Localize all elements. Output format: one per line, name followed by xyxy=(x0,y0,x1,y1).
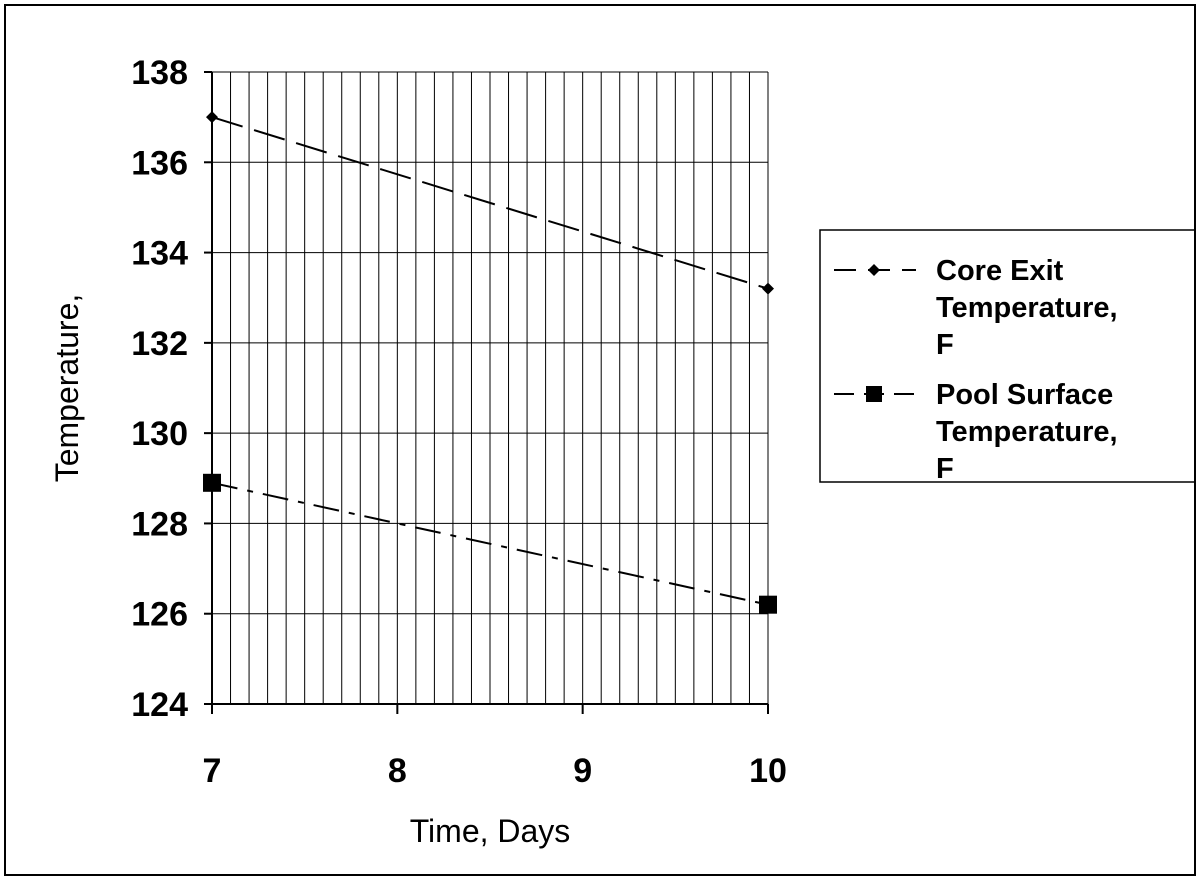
x-tick-label: 10 xyxy=(749,752,787,790)
series-line xyxy=(211,116,769,290)
legend-item-2: Pool Surface Temperature, F xyxy=(834,379,1118,485)
diamond-marker xyxy=(762,282,774,295)
square-marker xyxy=(866,386,882,402)
diamond-marker xyxy=(206,111,218,124)
diamond-marker xyxy=(868,264,880,276)
square-marker xyxy=(759,595,777,614)
y-tick-label: 134 xyxy=(131,235,188,273)
x-tick-label: 8 xyxy=(388,752,407,790)
series-1 xyxy=(206,111,774,295)
y-tick-label: 138 xyxy=(131,54,188,92)
y-axis-title: Temperature, xyxy=(49,294,85,483)
legend-box xyxy=(819,229,1194,483)
legend-label-line: Temperature, xyxy=(936,292,1118,324)
series-line xyxy=(211,481,769,606)
line-chart: 124 126 128 130 132 134 136 138 7 8 9 10 Time, Days… xyxy=(49,54,1194,849)
legend-label-line: F xyxy=(936,453,954,485)
y-tick-label: 130 xyxy=(131,415,188,453)
chart-frame: 124 126 128 130 132 134 136 138 7 8 9 10 Time, Days… xyxy=(4,4,1196,876)
legend-label-line: Temperature, xyxy=(936,416,1118,448)
series-2 xyxy=(203,473,777,614)
x-axis-title: Time, Days xyxy=(410,813,571,849)
square-marker xyxy=(203,473,221,492)
legend-label-line: F xyxy=(936,329,954,361)
y-tick-label: 126 xyxy=(131,596,188,634)
legend: Core Exit Temperature, F Pool Surface Temper… xyxy=(819,229,1194,485)
axes xyxy=(204,71,769,714)
tick-labels: 124 126 128 130 132 134 136 138 7 8 9 10 xyxy=(131,54,787,790)
legend-label-line: Core Exit xyxy=(936,255,1064,287)
x-tick-label: 7 xyxy=(203,752,222,790)
legend-label-line: Pool Surface xyxy=(936,379,1113,411)
legend-item-1: Core Exit Temperature, F xyxy=(834,255,1118,361)
x-tick-label: 9 xyxy=(573,752,592,790)
y-tick-label: 136 xyxy=(131,144,188,182)
y-tick-label: 132 xyxy=(131,325,188,363)
series xyxy=(203,111,777,614)
y-tick-label: 128 xyxy=(131,505,188,543)
y-tick-label: 124 xyxy=(131,686,188,724)
grid xyxy=(212,71,769,704)
